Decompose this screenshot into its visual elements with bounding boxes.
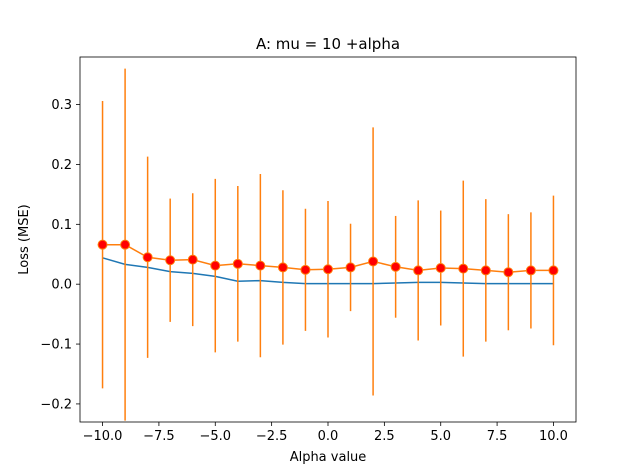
x-tick-label: 7.5: [487, 429, 508, 444]
data-point: [525, 265, 536, 276]
data-point: [323, 264, 333, 275]
data-point: [345, 262, 356, 273]
data-point: [300, 264, 311, 275]
y-axis: −0.2 −0.1 0.0 0.1 0.2 0.3: [40, 98, 80, 412]
y-tick-label: 0.2: [51, 158, 72, 173]
x-tick-label: −2.5: [256, 429, 288, 444]
data-point: [232, 258, 243, 269]
data-point: [368, 256, 379, 267]
data-point: [413, 265, 424, 276]
data-point: [97, 239, 108, 250]
data-point: [548, 265, 559, 276]
x-tick-label: 2.5: [374, 429, 395, 444]
data-point: [480, 265, 491, 276]
y-tick-label: 0.0: [51, 278, 72, 293]
data-point: [165, 255, 176, 266]
series-2: [97, 68, 559, 421]
data-point: [390, 261, 401, 272]
y-tick-label: 0.3: [51, 98, 72, 113]
x-tick-label: 5.0: [430, 429, 451, 444]
y-tick-label: 0.1: [51, 218, 72, 233]
x-axis: −10.0 −7.5 −5.0 −2.5 0.0 2.5 5.0 7.5 10.0: [83, 422, 568, 444]
x-tick-label: −7.5: [143, 429, 175, 444]
x-tick-label: −5.0: [199, 429, 231, 444]
data-point: [277, 262, 288, 273]
x-tick-label: −10.0: [83, 429, 123, 444]
chart-title: A: mu = 10 +alpha: [256, 35, 400, 53]
data-point: [210, 260, 221, 271]
data-point: [255, 260, 266, 271]
x-tick-label: 10.0: [539, 429, 568, 444]
data-point: [435, 263, 446, 274]
data-point: [120, 239, 131, 250]
data-point: [142, 252, 153, 263]
y-tick-label: −0.1: [40, 338, 72, 353]
data-point: [187, 254, 198, 265]
data-point: [458, 263, 469, 274]
data-point: [503, 267, 514, 278]
y-axis-label: Loss (MSE): [17, 204, 32, 274]
series-layer: [97, 68, 559, 421]
y-tick-label: −0.2: [40, 397, 72, 412]
x-tick-label: 0.0: [318, 429, 339, 444]
x-axis-label: Alpha value: [290, 450, 367, 465]
